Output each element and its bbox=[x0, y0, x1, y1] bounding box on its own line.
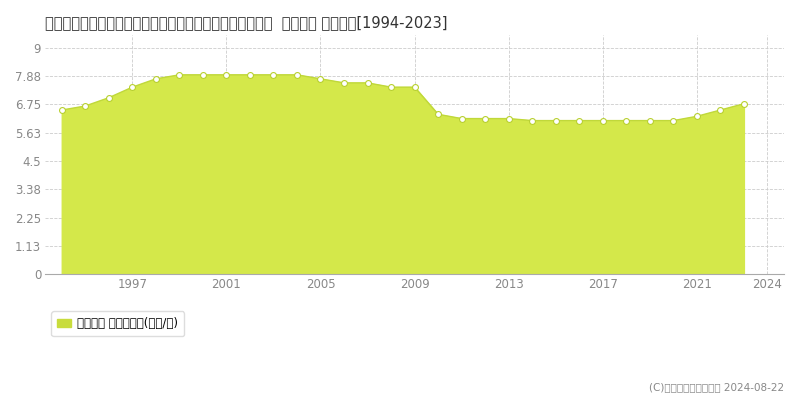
Point bbox=[102, 94, 115, 101]
Point bbox=[408, 84, 421, 90]
Point bbox=[455, 115, 468, 122]
Point bbox=[267, 72, 280, 78]
Point bbox=[197, 72, 210, 78]
Point bbox=[502, 115, 515, 122]
Point bbox=[361, 80, 374, 86]
Point bbox=[643, 117, 656, 124]
Text: (C)土地価格ドットコム 2024-08-22: (C)土地価格ドットコム 2024-08-22 bbox=[649, 382, 784, 392]
Point bbox=[220, 72, 233, 78]
Point bbox=[173, 72, 186, 78]
Point bbox=[573, 117, 586, 124]
Point bbox=[478, 115, 491, 122]
Point bbox=[290, 72, 303, 78]
Point bbox=[126, 84, 138, 90]
Point bbox=[550, 117, 562, 124]
Point bbox=[385, 84, 398, 90]
Point bbox=[620, 117, 633, 124]
Point bbox=[738, 100, 750, 107]
Point bbox=[596, 117, 609, 124]
Point bbox=[243, 72, 256, 78]
Point bbox=[667, 117, 680, 124]
Point bbox=[338, 80, 350, 86]
Point bbox=[150, 76, 162, 82]
Legend: 地価公示 平均坪単価(万円/坪): 地価公示 平均坪単価(万円/坪) bbox=[51, 311, 184, 336]
Point bbox=[55, 107, 68, 113]
Point bbox=[526, 117, 538, 124]
Point bbox=[314, 76, 327, 82]
Point bbox=[714, 107, 726, 113]
Point bbox=[690, 113, 703, 120]
Point bbox=[432, 111, 445, 118]
Text: 北海道上川郡東神楽町ひじり野北１条１丁目９５番１００  地価公示 地価推移[1994-2023]: 北海道上川郡東神楽町ひじり野北１条１丁目９５番１００ 地価公示 地価推移[199… bbox=[46, 15, 448, 30]
Point bbox=[79, 103, 92, 109]
